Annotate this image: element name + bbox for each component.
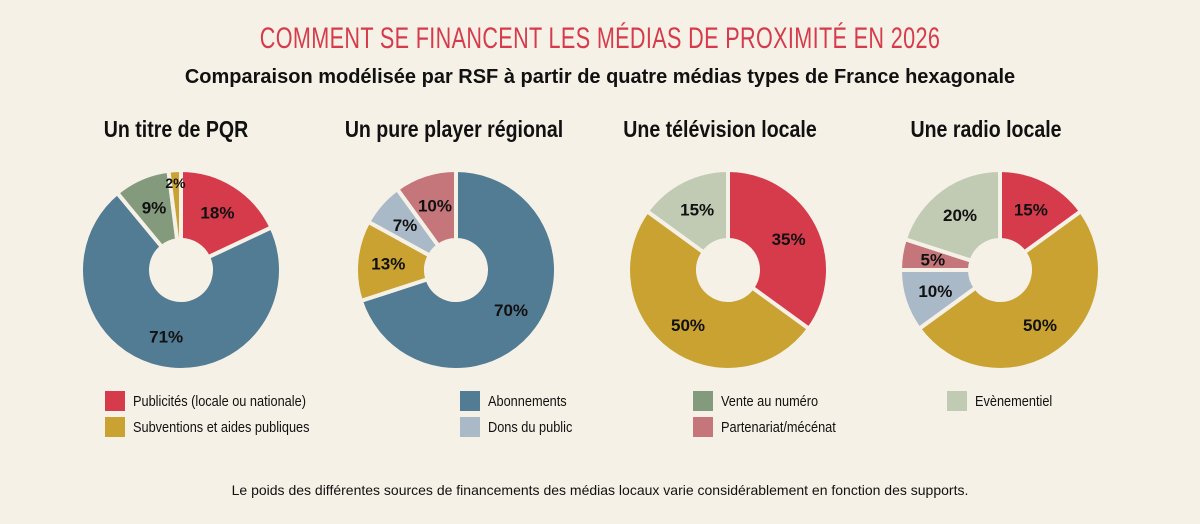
legend-label: Publicités (locale ou nationale)	[133, 392, 306, 410]
legend-swatch	[105, 417, 125, 437]
chart-title-tv: Une télévision locale	[623, 116, 817, 142]
chart-title-radio: Une radio locale	[910, 116, 1062, 142]
data-label: 18%	[200, 204, 234, 223]
data-label: 15%	[680, 200, 714, 219]
legend-item-dons: Dons du public	[460, 417, 587, 437]
donut-slice-sub	[626, 209, 811, 372]
donut-slice-sub	[917, 209, 1102, 372]
legend-item-even: Evènementiel	[947, 391, 1066, 411]
legend-label: Dons du public	[488, 418, 573, 436]
legend-swatch	[693, 417, 713, 437]
chart-title-pure-player: Un pure player régional	[344, 116, 564, 142]
legend-swatch	[460, 417, 480, 437]
donut-slice-pub	[726, 168, 830, 331]
legend-item-vente: Vente au numéro	[693, 391, 835, 411]
legend-label: Subventions et aides publiques	[133, 418, 310, 436]
subtitle: Comparaison modélisée par RSF à partir d…	[184, 66, 1016, 88]
donut-slice-even	[902, 168, 1002, 263]
legend-label: Evènementiel	[975, 392, 1053, 410]
legend-swatch	[105, 391, 125, 411]
data-label: 5%	[921, 250, 946, 269]
legend-item-pub: Publicités (locale ou nationale)	[105, 391, 336, 411]
legend-label: Abonnements	[488, 392, 567, 410]
data-label: 7%	[393, 216, 418, 235]
footer-note: Le poids des différentes sources de fina…	[231, 482, 969, 498]
data-label: 15%	[1014, 200, 1048, 219]
donut-slice-part	[395, 168, 458, 248]
data-label: 50%	[671, 316, 705, 335]
data-label: 10%	[918, 282, 952, 301]
chart-title-pqr: Un titre de PQR	[103, 116, 249, 142]
donut-slice-pub	[998, 168, 1083, 255]
data-label: 50%	[1023, 316, 1057, 335]
donut-slice-abo	[358, 168, 558, 372]
legend-swatch	[947, 391, 967, 411]
donut-slice-abo	[79, 190, 283, 372]
legend-swatch	[460, 391, 480, 411]
data-label: 35%	[772, 230, 806, 249]
donut-slice-even	[645, 168, 730, 255]
legend-swatch	[693, 391, 713, 411]
data-label: 20%	[943, 206, 977, 225]
data-label: 10%	[418, 196, 452, 215]
data-label: 70%	[494, 301, 528, 320]
data-label: 2%	[165, 175, 186, 191]
legend-item-abo: Abonnements	[460, 391, 581, 411]
data-label: 71%	[149, 327, 183, 346]
donut-slice-sub	[166, 168, 183, 243]
legend-item-part: Partenariat/mécénat	[693, 417, 856, 437]
legend-label: Vente au numéro	[721, 392, 819, 410]
donut-slice-pub	[179, 168, 274, 260]
main-title: COMMENT SE FINANCENT LES MÉDIAS DE PROXI…	[259, 22, 941, 55]
data-label: 9%	[142, 199, 167, 218]
legend-item-sub: Subventions et aides publiques	[105, 417, 341, 437]
data-label: 13%	[371, 255, 405, 274]
legend-label: Partenariat/mécénat	[721, 418, 836, 436]
